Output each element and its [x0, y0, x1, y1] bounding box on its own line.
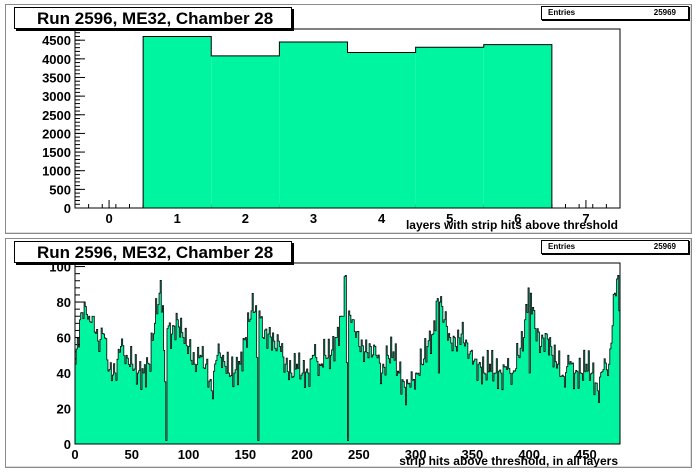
stats-entries-value: 25969 — [653, 8, 676, 17]
x-tick-label: 4 — [378, 211, 386, 226]
x-axis-label: layers with strip hits above threshold — [406, 218, 618, 232]
x-tick-label: 400 — [518, 447, 540, 462]
y-tick-label: 3000 — [42, 89, 71, 104]
strips-histogram-plot: 0 20 40 60 80 100 0 50 100 150 200 250 300 350 400 450s… — [49, 260, 621, 467]
x-tick-label: 50 — [125, 447, 139, 462]
y-tick-label: 2500 — [42, 108, 71, 123]
x-tick-label: 5 — [446, 211, 453, 226]
y-tick-label: 0 — [64, 437, 71, 452]
x-tick-label: 200 — [291, 447, 313, 462]
y-tick-label: 60 — [57, 331, 71, 346]
stats-box: Entries 25969 — [541, 240, 689, 254]
panel-title: Run 2596, ME32, Chamber 28 — [14, 7, 292, 29]
stats-entries-label: Entries — [548, 8, 576, 17]
histogram-bar — [211, 55, 280, 208]
y-tick-label: 4500 — [42, 33, 71, 48]
y-tick-label: 20 — [57, 402, 71, 417]
y-tick-label: 500 — [49, 182, 71, 197]
plot-frame-top — [74, 28, 621, 209]
histogram-bar — [347, 52, 416, 209]
histogram-pad-strips: 0 20 40 60 80 100 0 50 100 150 200 250 300 350 400 450 s… — [5, 238, 692, 468]
plot-frame-top — [74, 262, 621, 445]
y-tick-label: 1500 — [42, 145, 71, 160]
histogram-pad-layers: 0 500 1000 1500 2000 2500 3000 3500 4000 4500 0 1 2 3… — [5, 4, 692, 234]
x-tick-label: 100 — [178, 447, 200, 462]
x-tick-label: 150 — [234, 447, 256, 462]
histogram-bar — [415, 47, 484, 208]
histogram-outline — [142, 35, 553, 208]
x-tick-label: 1 — [174, 211, 181, 226]
stats-entries-value: 25969 — [653, 242, 676, 251]
y-tick-label: 4000 — [42, 52, 71, 67]
y-tick-label: 2000 — [42, 126, 71, 141]
histogram-bar — [279, 42, 348, 209]
y-tick-label: 0 — [64, 201, 71, 216]
histogram-outline — [75, 275, 620, 441]
layers-histogram-plot: 0 500 1000 1500 2000 2500 3000 3500 4000 4500 0 1 2 3… — [42, 28, 621, 232]
x-tick-label: 250 — [348, 447, 370, 462]
y-tick-label: 3500 — [42, 70, 71, 85]
y-tick-label: 100 — [49, 260, 71, 275]
x-tick-label: 350 — [462, 447, 484, 462]
histogram-area — [75, 275, 620, 444]
x-axis-label: strip hits above threshold, in all layer… — [399, 454, 618, 467]
y-tick-label: 1000 — [42, 164, 71, 179]
histogram-bar — [143, 36, 212, 208]
y-tick-label: 80 — [57, 295, 71, 310]
histogram-bar — [483, 44, 552, 208]
x-tick-label: 6 — [514, 211, 521, 226]
y-tick-label: 40 — [57, 366, 71, 381]
stats-box: Entries 25969 — [541, 6, 689, 20]
x-tick-label: 0 — [71, 447, 78, 462]
x-tick-label: 300 — [405, 447, 427, 462]
x-tick-label: 0 — [105, 211, 112, 226]
x-tick-label: 450 — [575, 447, 597, 462]
x-tick-label: 7 — [582, 211, 589, 226]
stats-entries-label: Entries — [548, 242, 576, 251]
x-tick-label: 3 — [310, 211, 317, 226]
panel-title: Run 2596, ME32, Chamber 28 — [14, 241, 292, 263]
x-tick-label: 2 — [242, 211, 249, 226]
